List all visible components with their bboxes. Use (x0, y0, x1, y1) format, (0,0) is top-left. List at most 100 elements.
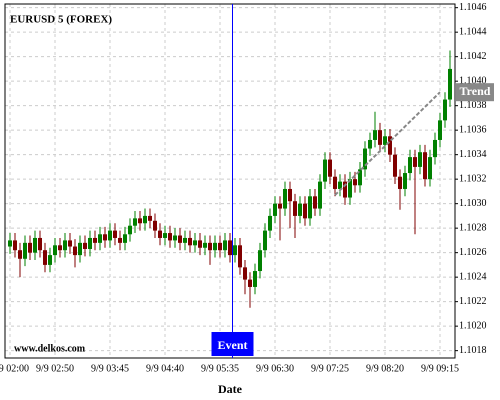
candle-body (348, 179, 352, 198)
candle-body (213, 242, 217, 251)
candle-body (98, 234, 102, 243)
y-tick-label: 1.1038 (459, 100, 487, 111)
candle-body (108, 230, 112, 241)
y-tick-label: 1.1040 (459, 75, 487, 86)
x-tick-label: 9/9 02:50 (36, 363, 74, 374)
candle-body (408, 157, 412, 174)
y-tick-label: 1.1018 (459, 345, 487, 356)
candle-body (28, 242, 32, 253)
y-tick-label: 1.1030 (459, 198, 487, 209)
candle-body (123, 234, 127, 243)
candle-body (413, 157, 417, 167)
candle-body (128, 225, 132, 235)
candle-body (233, 245, 237, 256)
candle-body (303, 203, 307, 219)
candle-body (248, 279, 252, 287)
candle-body (83, 242, 87, 249)
candle-body (203, 242, 207, 248)
candle-body (298, 203, 302, 216)
candle-body (183, 237, 187, 243)
candle-body (243, 267, 247, 280)
candle-body (198, 240, 202, 248)
y-tick-label: 1.1046 (459, 2, 487, 13)
candle-body (8, 240, 12, 247)
candle-body (443, 99, 447, 121)
candle-body (148, 215, 152, 221)
candle-body (388, 136, 392, 155)
candle-body (78, 242, 82, 256)
event-label: Event (218, 338, 248, 352)
candle-body (218, 242, 222, 251)
candle-body (158, 230, 162, 238)
x-tick-label: 9/9 03:45 (91, 363, 129, 374)
candle-body (103, 234, 107, 241)
candle-body (278, 203, 282, 209)
x-tick-label: 9/9 07:25 (311, 363, 349, 374)
candle-body (273, 203, 277, 216)
candle-body (268, 215, 272, 231)
candle-body (258, 250, 262, 272)
candle-body (173, 235, 177, 241)
candle-body (363, 148, 367, 170)
watermark: www.delkos.com (14, 343, 86, 354)
y-tick-label: 1.1026 (459, 247, 487, 258)
candle-body (358, 169, 362, 186)
candle-body (88, 237, 92, 249)
candle-body (383, 136, 387, 145)
y-tick-label: 1.1022 (459, 296, 487, 307)
y-tick-label: 1.1020 (459, 320, 487, 331)
trend-label-box (456, 83, 494, 102)
y-tick-label: 1.1034 (459, 149, 487, 160)
candle-body (48, 255, 52, 265)
candle-body (308, 196, 312, 219)
candle-body (33, 237, 37, 253)
y-tick-label: 1.1042 (459, 51, 487, 62)
y-tick-label: 1.1032 (459, 173, 487, 184)
y-tick-label: 1.1028 (459, 222, 487, 233)
candle-body (433, 139, 437, 158)
candle-body (368, 139, 372, 149)
candle-body (393, 154, 397, 177)
candle-body (323, 159, 327, 182)
candle-body (343, 181, 347, 198)
candle-body (263, 230, 267, 251)
candle-body (133, 218, 137, 226)
candle-body (13, 240, 17, 251)
candle-body (223, 240, 227, 251)
candle-body (118, 237, 122, 243)
candle-body (73, 246, 77, 256)
candle-body (153, 220, 157, 231)
x-axis-label: Date (218, 382, 243, 396)
candle-body (403, 173, 407, 189)
x-tick-label: 9/9 05:35 (201, 363, 239, 374)
candle-body (313, 196, 317, 209)
candle-body (338, 181, 342, 189)
candle-body (423, 152, 427, 180)
candle-body (43, 250, 47, 265)
candle-body (18, 250, 22, 259)
candle-body (418, 152, 422, 167)
plot-frame (4, 3, 456, 359)
candle-body (188, 237, 192, 246)
x-tick-label: 9/9 08:20 (366, 363, 404, 374)
y-tick-label: 1.1036 (459, 124, 487, 135)
candle-body (68, 240, 72, 247)
y-tick-label: 1.1044 (459, 26, 487, 37)
candle-body (438, 120, 442, 140)
candle-body (378, 130, 382, 145)
x-tick-label: 9/9 09:15 (421, 363, 459, 374)
candle-body (38, 237, 42, 251)
x-tick-label: 9/9 06:30 (256, 363, 294, 374)
candle-body (63, 240, 67, 251)
candle-body (23, 242, 27, 259)
event-label-box (211, 332, 254, 356)
candle-body (448, 68, 452, 100)
candle-body (228, 240, 232, 256)
candle-body (328, 159, 332, 177)
candle-body (53, 245, 57, 256)
candle-body (138, 218, 142, 224)
candle-body (113, 230, 117, 238)
candle-body (208, 242, 212, 251)
candle-body (163, 233, 167, 238)
